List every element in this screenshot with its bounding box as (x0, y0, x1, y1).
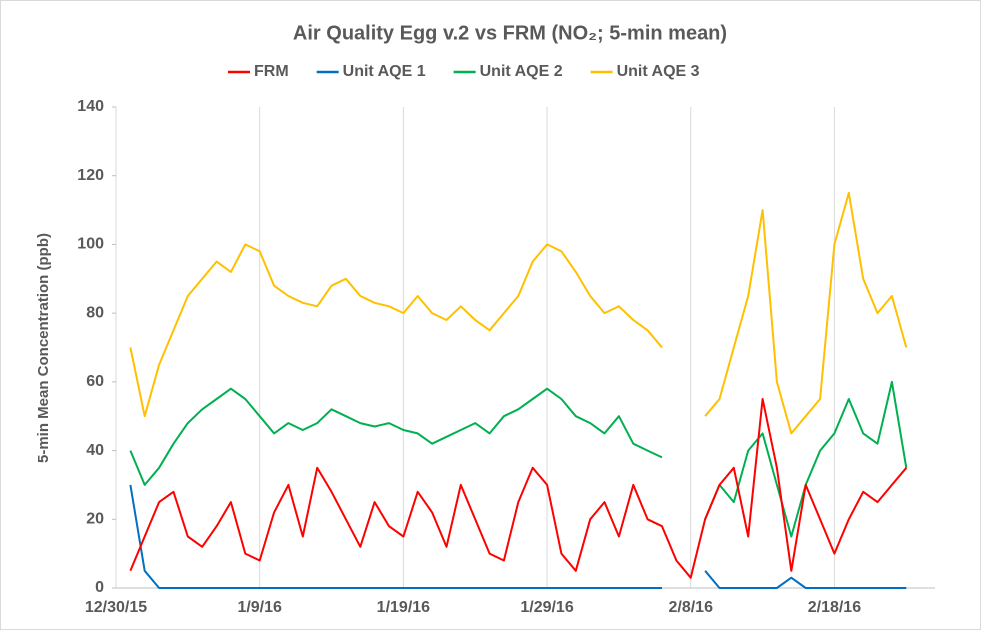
y-tick-label: 80 (86, 304, 104, 321)
x-tick-label: 1/9/16 (237, 599, 282, 616)
chart-title: Air Quality Egg v.2 vs FRM (NO₂; 5-min m… (293, 22, 727, 44)
y-tick-label: 20 (86, 511, 104, 528)
legend-label: FRM (254, 63, 289, 80)
legend-label: Unit AQE 1 (343, 63, 426, 80)
series-line (129, 484, 907, 589)
y-tick-label: 120 (77, 167, 104, 184)
x-tick-label: 1/19/16 (377, 599, 430, 616)
x-tick-label: 2/8/16 (668, 599, 713, 616)
y-tick-label: 40 (86, 442, 104, 459)
series-line (129, 398, 908, 579)
x-tick-label: 1/29/16 (520, 599, 573, 616)
x-tick-label: 12/30/15 (85, 599, 147, 616)
y-tick-label: 140 (77, 98, 104, 115)
y-axis-label: 5-min Mean Concentration (ppb) (35, 233, 52, 463)
y-tick-label: 60 (86, 373, 104, 390)
y-tick-label: 100 (77, 236, 104, 253)
legend-label: Unit AQE 2 (480, 63, 563, 80)
y-tick-label: 0 (95, 579, 104, 596)
legend-label: Unit AQE 3 (617, 63, 700, 80)
x-tick-label: 2/18/16 (808, 599, 861, 616)
series-line (129, 191, 908, 435)
